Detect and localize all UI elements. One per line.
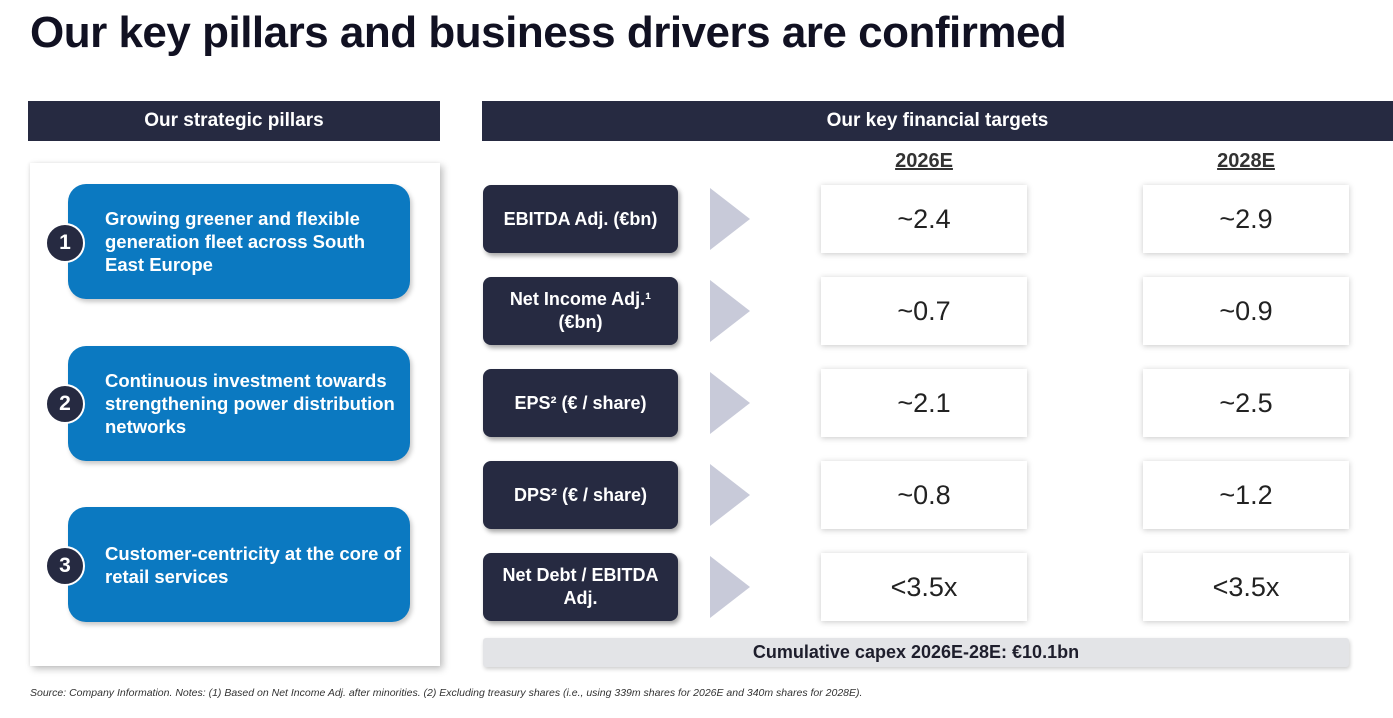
value-2028-ebitda: ~2.9 <box>1143 185 1349 253</box>
value-2026-net-debt: <3.5x <box>821 553 1027 621</box>
value-2028-dps: ~1.2 <box>1143 461 1349 529</box>
value-2026-dps: ~0.8 <box>821 461 1027 529</box>
value-2028-eps: ~2.5 <box>1143 369 1349 437</box>
arrow-right-icon <box>710 556 750 618</box>
pillar-card-2: Continuous investment towards strengthen… <box>68 346 410 461</box>
metric-label-ebitda: EBITDA Adj. (€bn) <box>483 185 678 253</box>
value-2028-net-income: ~0.9 <box>1143 277 1349 345</box>
arrow-right-icon <box>710 372 750 434</box>
metric-label-net-debt: Net Debt / EBITDA Adj. <box>483 553 678 621</box>
pillar-card-1: Growing greener and flexible generation … <box>68 184 410 299</box>
pillars-panel: Growing greener and flexible generation … <box>30 163 440 666</box>
year-header-2028: 2028E <box>1217 150 1275 172</box>
pillar-text: Customer-centricity at the core of retai… <box>105 542 402 587</box>
value-2026-net-income: ~0.7 <box>821 277 1027 345</box>
pillar-number-badge: 2 <box>45 384 85 424</box>
financial-targets-header: Our key financial targets <box>482 101 1393 141</box>
source-footnote: Source: Company Information. Notes: (1) … <box>30 687 863 699</box>
value-2026-eps: ~2.1 <box>821 369 1027 437</box>
arrow-right-icon <box>710 188 750 250</box>
arrow-right-icon <box>710 280 750 342</box>
pillar-text: Growing greener and flexible generation … <box>105 208 366 275</box>
page-title: Our key pillars and business drivers are… <box>30 8 1067 57</box>
pillar-card-3: Customer-centricity at the core of retai… <box>68 507 410 622</box>
year-header-2026: 2026E <box>895 150 953 172</box>
metric-label-dps: DPS² (€ / share) <box>483 461 678 529</box>
value-2026-ebitda: ~2.4 <box>821 185 1027 253</box>
capex-summary-bar: Cumulative capex 2026E-28E: €10.1bn <box>483 638 1349 667</box>
pillar-text: Continuous investment towards strengthen… <box>105 370 395 437</box>
metric-label-net-income: Net Income Adj.¹ (€bn) <box>483 277 678 345</box>
arrow-right-icon <box>710 464 750 526</box>
strategic-pillars-header: Our strategic pillars <box>28 101 440 141</box>
value-2028-net-debt: <3.5x <box>1143 553 1349 621</box>
pillar-number-badge: 3 <box>45 546 85 586</box>
pillar-number-badge: 1 <box>45 223 85 263</box>
metric-label-eps: EPS² (€ / share) <box>483 369 678 437</box>
